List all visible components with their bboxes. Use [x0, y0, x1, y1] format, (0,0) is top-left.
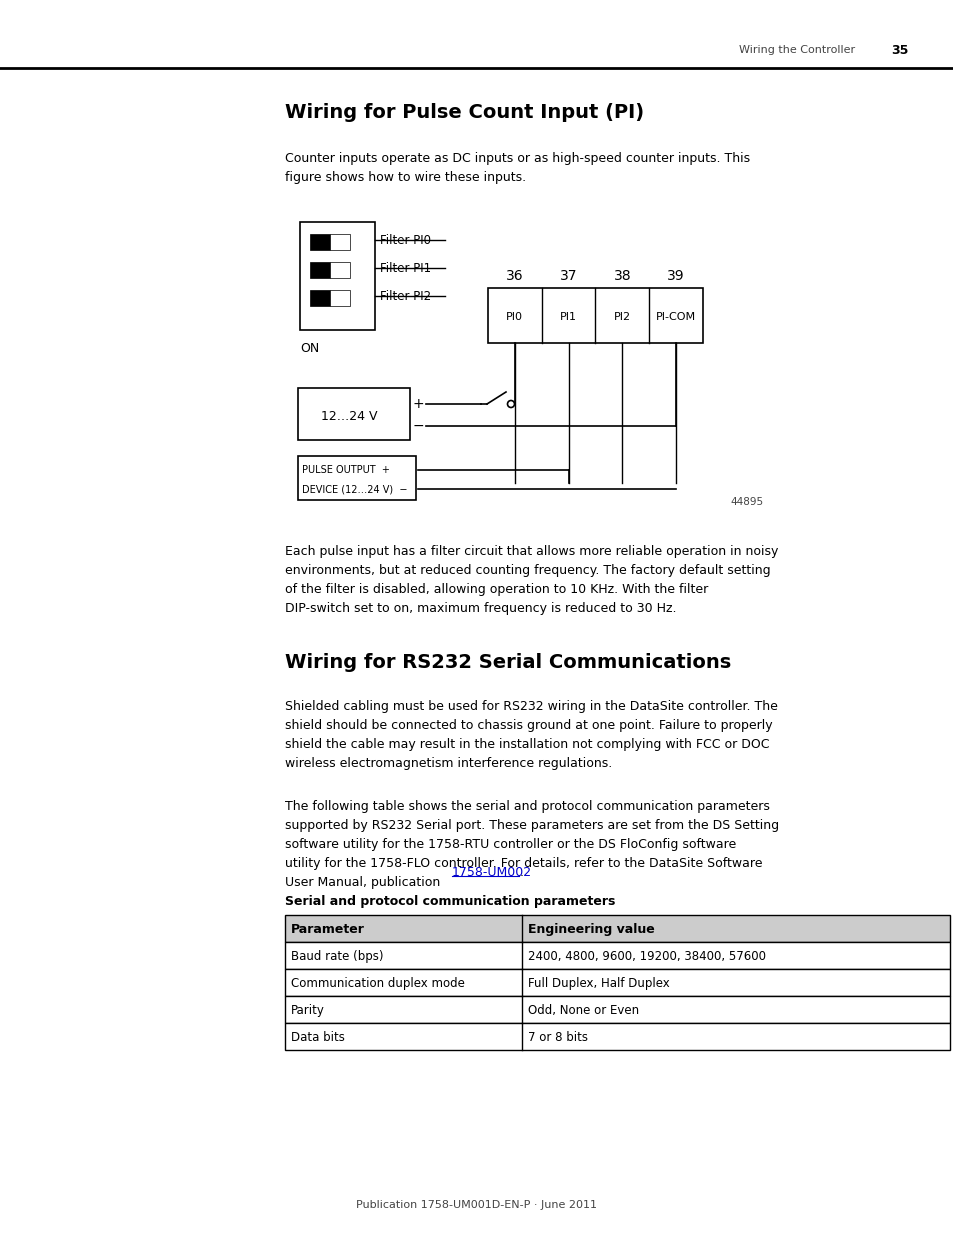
Text: PI0: PI0 — [506, 312, 523, 322]
Bar — [285, 969, 949, 995]
Text: 2400, 4800, 9600, 19200, 38400, 57600: 2400, 4800, 9600, 19200, 38400, 57600 — [527, 950, 765, 963]
Text: −: − — [413, 419, 424, 433]
Text: Baud rate (bps): Baud rate (bps) — [291, 950, 383, 963]
Text: Shielded cabling must be used for RS232 wiring in the DataSite controller. The
s: Shielded cabling must be used for RS232 … — [285, 700, 777, 769]
Bar — [297, 456, 416, 500]
Text: PI2: PI2 — [613, 312, 630, 322]
Text: .: . — [519, 866, 523, 879]
Text: Each pulse input has a filter circuit that allows more reliable operation in noi: Each pulse input has a filter circuit th… — [285, 545, 778, 615]
Text: 44895: 44895 — [729, 496, 762, 508]
Text: Publication 1758-UM001D-EN-P · June 2011: Publication 1758-UM001D-EN-P · June 2011 — [356, 1200, 597, 1210]
Text: 39: 39 — [666, 269, 684, 283]
Bar — [299, 222, 375, 330]
Text: 38: 38 — [613, 269, 631, 283]
Text: 35: 35 — [890, 43, 908, 57]
Bar — [330, 262, 350, 278]
Circle shape — [507, 400, 514, 408]
Text: Wiring for Pulse Count Input (PI): Wiring for Pulse Count Input (PI) — [285, 103, 643, 121]
Text: Data bits: Data bits — [291, 1031, 345, 1044]
Text: Filter PI2: Filter PI2 — [379, 289, 431, 303]
Text: DEVICE (12…24 V)  −: DEVICE (12…24 V) − — [302, 484, 407, 494]
Bar — [310, 290, 330, 306]
Bar — [488, 288, 702, 343]
Bar — [310, 262, 330, 278]
Text: Filter PI0: Filter PI0 — [379, 233, 431, 247]
Text: 36: 36 — [505, 269, 523, 283]
Text: +: + — [413, 396, 424, 411]
Text: Wiring the Controller: Wiring the Controller — [739, 44, 854, 56]
Text: Parity: Parity — [291, 1004, 325, 1016]
Text: 12…24 V: 12…24 V — [320, 410, 376, 422]
Bar — [285, 995, 949, 1023]
Text: 1758-UM002: 1758-UM002 — [452, 866, 532, 879]
Text: Parameter: Parameter — [291, 923, 364, 936]
Bar — [285, 915, 949, 942]
Text: Serial and protocol communication parameters: Serial and protocol communication parame… — [285, 895, 615, 908]
Text: The following table shows the serial and protocol communication parameters
suppo: The following table shows the serial and… — [285, 800, 779, 889]
Text: PI-COM: PI-COM — [656, 312, 696, 322]
Bar — [330, 290, 350, 306]
Text: Full Duplex, Half Duplex: Full Duplex, Half Duplex — [527, 977, 669, 990]
Text: Wiring for RS232 Serial Communications: Wiring for RS232 Serial Communications — [285, 652, 731, 672]
Text: 7 or 8 bits: 7 or 8 bits — [527, 1031, 587, 1044]
Bar — [297, 388, 410, 440]
Text: Odd, None or Even: Odd, None or Even — [527, 1004, 639, 1016]
Text: PULSE OUTPUT  +: PULSE OUTPUT + — [302, 466, 390, 475]
Bar — [310, 233, 330, 249]
Text: Communication duplex mode: Communication duplex mode — [291, 977, 464, 990]
Text: ON: ON — [299, 342, 319, 354]
Text: PI1: PI1 — [559, 312, 577, 322]
Bar — [285, 1023, 949, 1050]
Bar — [330, 233, 350, 249]
Bar — [285, 942, 949, 969]
Text: Counter inputs operate as DC inputs or as high-speed counter inputs. This
figure: Counter inputs operate as DC inputs or a… — [285, 152, 749, 184]
Text: Engineering value: Engineering value — [527, 923, 654, 936]
Text: Filter PI1: Filter PI1 — [379, 262, 431, 274]
Text: 37: 37 — [559, 269, 577, 283]
